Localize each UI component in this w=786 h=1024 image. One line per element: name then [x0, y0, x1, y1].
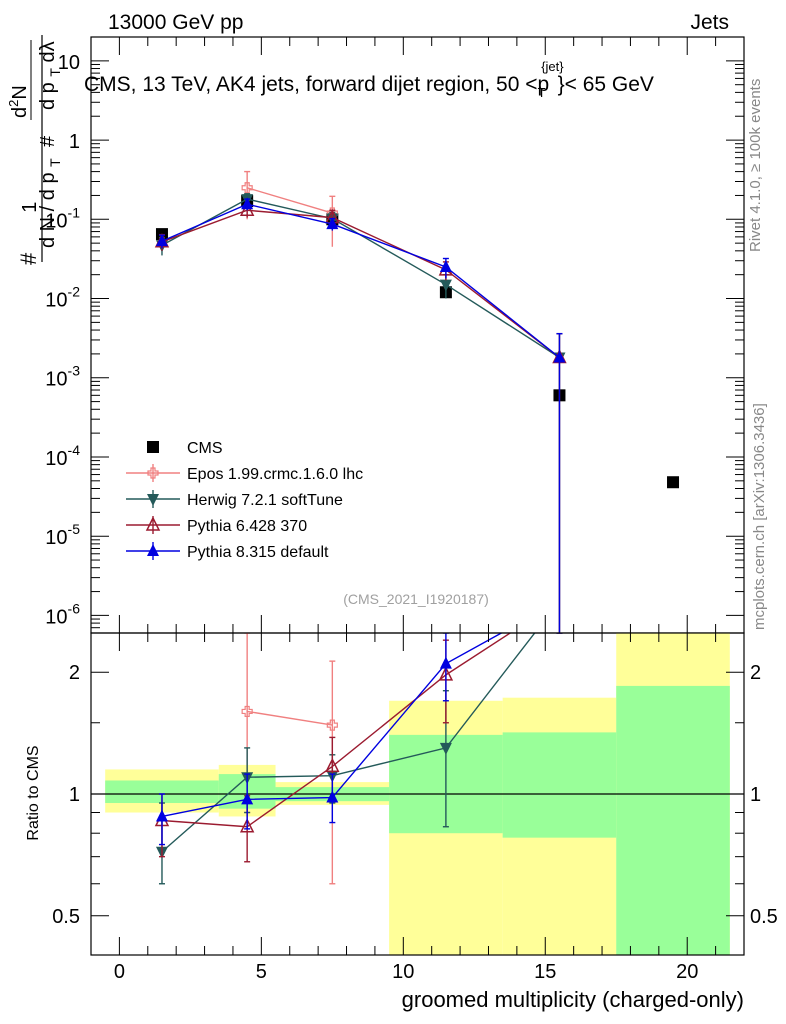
- main-ylabel-dpt: d p T dλ: [37, 41, 63, 110]
- data-point: [241, 197, 254, 210]
- main-plot-content: [154, 170, 680, 633]
- data-point: [667, 476, 680, 489]
- main-ylabel-d2n: d2N: [6, 85, 31, 118]
- main-series-group: [154, 170, 680, 633]
- ratio-point: [241, 705, 253, 718]
- ratio-point: [239, 818, 255, 833]
- data-point: [553, 350, 566, 363]
- y-tick-label: 10: [58, 52, 80, 74]
- series-line: [161, 203, 560, 359]
- y-tick-exponent: -2: [68, 284, 81, 300]
- cms-band-green: [502, 732, 617, 838]
- data-point: [239, 201, 255, 217]
- ratio-panel: 0.5 0.51 12 20 5 10 15 20 Ratio to CMS groomed …: [25, 632, 778, 1012]
- ratio-ylabel: Ratio to CMS: [25, 745, 42, 840]
- ratio-x-tick-label: 20: [676, 961, 698, 983]
- cms-band-green: [616, 685, 730, 955]
- rivet-label: Rivet 4.1.0, ≥ 100k events: [747, 79, 764, 252]
- y-tick-label: 10-5: [45, 521, 80, 549]
- data-point: [241, 182, 253, 194]
- ratio-point: [155, 809, 168, 822]
- legend-marker: [147, 441, 159, 453]
- ratio-point: [326, 790, 339, 803]
- series-4: [155, 197, 566, 633]
- main-ylabel-numerator: #: [37, 135, 59, 147]
- ratio-line: [247, 710, 333, 726]
- ratio-xlabel: groomed multiplicity (charged-only): [402, 987, 744, 1012]
- y-tick-exponent: -1: [68, 204, 81, 220]
- data-point: [326, 217, 339, 230]
- ratio-point: [241, 792, 254, 805]
- legend-marker: [147, 544, 159, 556]
- series-0: [155, 195, 680, 489]
- ratio-x-tick-label: 0: [114, 961, 125, 983]
- legend-marker: [147, 467, 159, 479]
- ratio-y-tick-label: 0.5: [52, 906, 80, 928]
- ratio-x-tick-label: 15: [534, 961, 556, 983]
- ratio-x-tick-label: 10: [392, 961, 414, 983]
- legend-label: CMS: [187, 440, 223, 457]
- ratio-series-3: [155, 633, 563, 846]
- energy-label: 13000 GeV pp: [108, 11, 243, 34]
- series-3: [154, 201, 567, 633]
- process-label: Jets: [690, 11, 729, 34]
- series-line: [161, 209, 560, 359]
- data-point: [155, 234, 168, 247]
- ratio-y-tick-label-right: 2: [750, 662, 761, 684]
- legend-marker: [147, 494, 159, 506]
- y-tick-exponent: -4: [68, 442, 81, 458]
- ratio-point: [439, 656, 452, 669]
- ratio-y-tick-label-right: 1: [750, 784, 761, 806]
- series-line: [246, 187, 333, 214]
- series-line: [161, 198, 560, 359]
- data-point: [439, 279, 452, 292]
- y-tick-label: 10-3: [45, 363, 80, 391]
- legend-label: Pythia 8.315 default: [187, 544, 329, 561]
- mcplots-label: mcplots.cern.ch [arXiv:1306.3436]: [751, 403, 768, 630]
- y-tick-exponent: -5: [68, 521, 81, 537]
- main-ylabel-denominator: d N / d p T: [37, 158, 63, 248]
- y-tick-label: 10-4: [45, 442, 80, 470]
- ratio-axes: 0.5 0.51 12 20 5 10 15 20: [52, 633, 778, 983]
- y-tick-label: 1: [69, 131, 80, 153]
- main-ylabel: #1 d N / d p T # d2N d p T dλ: [6, 35, 63, 265]
- ratio-series-group: [91, 633, 744, 955]
- ratio-plot-content: [91, 633, 744, 955]
- legend-label: Herwig 7.2.1 softTune: [187, 492, 343, 509]
- main-ylabel-text: #1: [16, 202, 41, 265]
- analysis-id: (CMS_2021_I1920187): [343, 591, 489, 607]
- y-tick-label: 10-2: [45, 284, 80, 312]
- ratio-x-tick-label: 5: [256, 961, 267, 983]
- ratio-point: [325, 757, 340, 773]
- y-tick-label: 10-6: [45, 600, 80, 628]
- ratio-point: [326, 719, 338, 731]
- legend-label: Pythia 6.428 370: [187, 518, 307, 535]
- ratio-y-tick-label: 2: [69, 662, 80, 684]
- ratio-series-0: [241, 633, 338, 885]
- series-2: [155, 193, 566, 633]
- y-tick-exponent: -6: [68, 600, 81, 616]
- plot-title: CMS, 13 TeV, AK4 jets, forward dijet reg…: [84, 59, 654, 100]
- legend: CMS Epos 1.99.crmc.1.6.0 lhc Herwig 7.2.1 …: [126, 440, 363, 561]
- ratio-y-tick-label: 1: [69, 784, 80, 806]
- y-tick-exponent: -3: [68, 363, 81, 379]
- legend-marker: [145, 516, 161, 531]
- data-point: [439, 259, 452, 272]
- cms-band-green: [105, 780, 219, 804]
- ratio-point: [439, 742, 452, 755]
- ratio-y-tick-label-right: 0.5: [750, 906, 778, 928]
- legend-label: Epos 1.99.crmc.1.6.0 lhc: [187, 466, 363, 483]
